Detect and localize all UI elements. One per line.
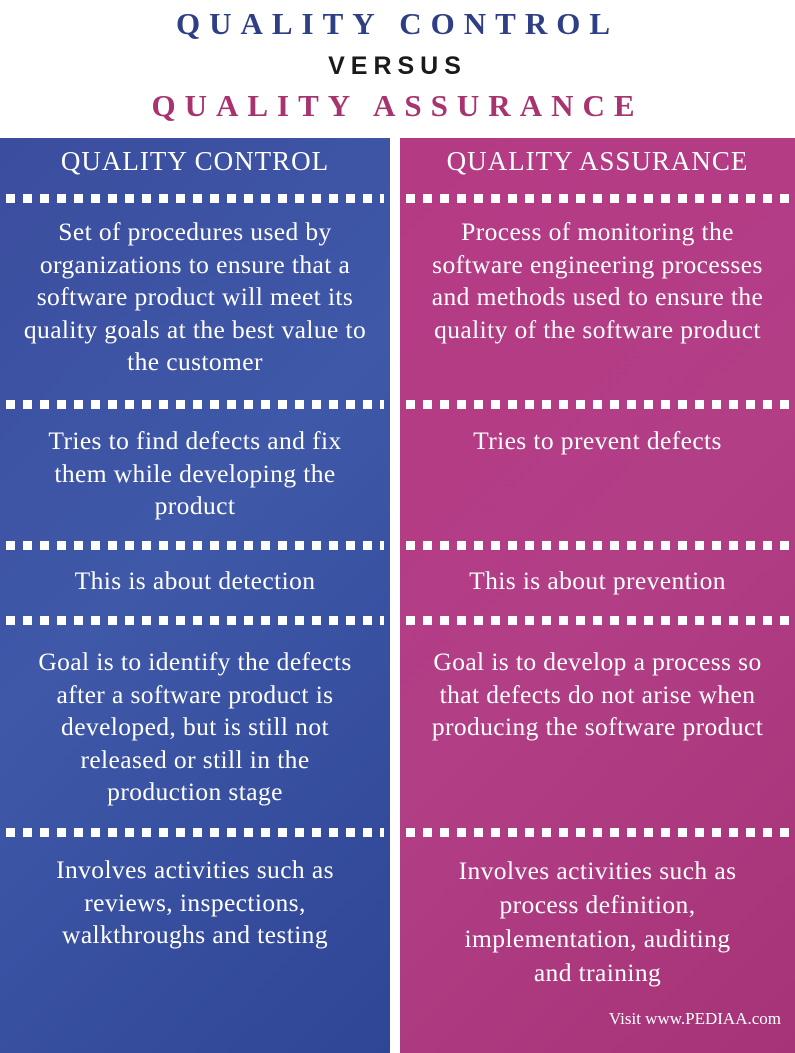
qc-focus: This is about detection (74, 566, 316, 595)
column-quality-assurance: QUALITY ASSURANCE Process of monitoring … (400, 138, 795, 1053)
qc-goal: Goal is to identify the defects after a … (38, 647, 352, 806)
dotted-divider (406, 616, 789, 625)
dotted-divider (406, 828, 789, 837)
qc-defects: Tries to find defects and fix them while… (48, 426, 342, 520)
dotted-divider (6, 400, 384, 409)
qa-focus: This is about prevention (469, 566, 726, 595)
title-versus: VERSUS (328, 52, 467, 80)
dotted-divider (6, 828, 384, 837)
credit-link[interactable]: Visit www.PEDIAA.com (608, 1009, 781, 1028)
dotted-divider (6, 194, 384, 203)
title-block: QUALITY CONTROL VERSUS QUALITY ASSURANCE (0, 0, 795, 138)
qa-activities: Involves activities such as process defi… (458, 856, 737, 987)
dotted-divider (406, 400, 789, 409)
dotted-divider (406, 541, 789, 550)
dotted-divider (6, 616, 384, 625)
qc-definition: Set of procedures used by organizations … (23, 217, 367, 376)
column-header-quality-control: QUALITY CONTROL (60, 146, 330, 176)
qa-defects: Tries to prevent defects (473, 426, 722, 455)
dotted-divider (406, 194, 789, 203)
dotted-divider (6, 541, 384, 550)
title-quality-control: QUALITY CONTROL (175, 6, 620, 41)
qc-activities: Involves activities such as reviews, ins… (56, 855, 334, 949)
qa-goal: Goal is to develop a process so that def… (431, 647, 764, 741)
qa-definition: Process of monitoring the software engin… (431, 217, 764, 344)
column-header-quality-assurance: QUALITY ASSURANCE (446, 146, 749, 176)
column-quality-control: QUALITY CONTROL Set of procedures used b… (0, 138, 390, 1053)
title-quality-assurance: QUALITY ASSURANCE (151, 88, 644, 123)
